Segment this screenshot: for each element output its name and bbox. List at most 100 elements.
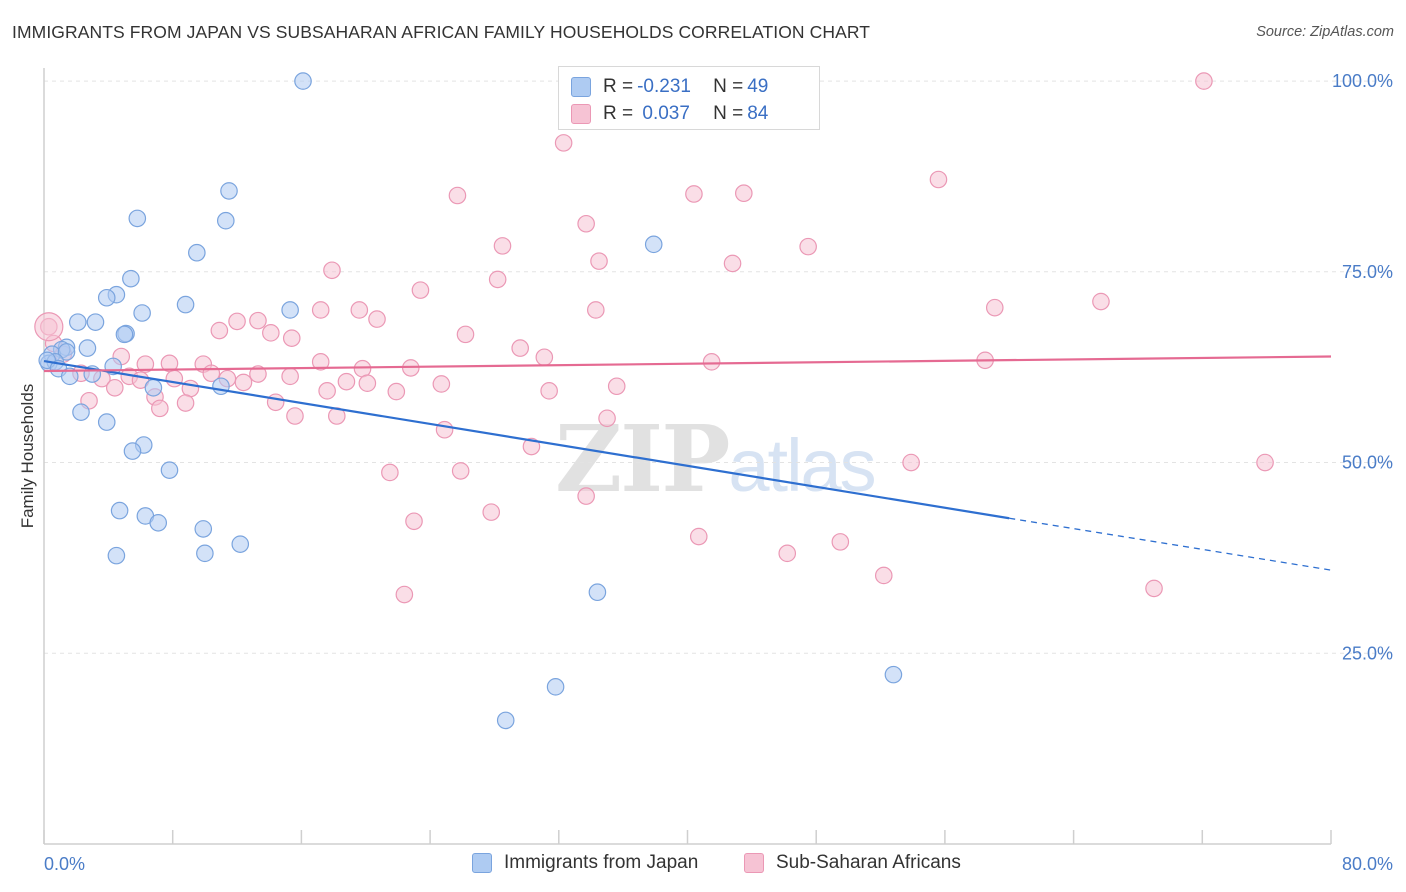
japan-point — [72, 403, 90, 421]
japan-point — [216, 211, 235, 230]
bottom-legend-swatch-blue — [472, 853, 492, 873]
legend-r-value: 0.037 — [637, 103, 690, 124]
japan-point — [194, 520, 213, 538]
subsaharan-point — [323, 261, 341, 280]
bottom-legend-swatch-pink — [744, 853, 764, 873]
japan-point — [115, 325, 134, 344]
y-tick-label: 75.0% — [1342, 262, 1393, 282]
y-tick-label: 25.0% — [1342, 643, 1393, 663]
subsaharan-point — [1256, 453, 1274, 472]
x-tick-label: 80.0% — [1342, 854, 1393, 874]
subsaharan-point — [535, 348, 554, 367]
subsaharan-point — [181, 379, 200, 398]
subsaharan-point — [577, 487, 595, 505]
subsaharan-point — [902, 453, 920, 472]
subsaharan-point — [607, 377, 626, 396]
axes — [43, 68, 1332, 845]
japan-point — [97, 288, 116, 307]
legend-row-subsaharan: R = 0.037 N = 84 — [571, 102, 768, 126]
subsaharan-point — [985, 298, 1004, 317]
subsaharan-point — [522, 437, 541, 456]
subsaharan-point — [337, 372, 356, 391]
japan-point — [546, 678, 565, 696]
subsaharan-point — [411, 281, 430, 299]
japan-point — [107, 546, 126, 565]
japan-point — [68, 313, 87, 331]
bottom-legend-japan: Immigrants from Japan — [472, 852, 698, 874]
subsaharan-point — [831, 533, 850, 551]
japan-point — [57, 343, 76, 361]
subsaharan-point — [799, 237, 817, 256]
trend-line-japan-dashed — [1009, 517, 1332, 571]
legend-r-label: R = — [603, 76, 634, 97]
subsaharan-point — [577, 214, 595, 233]
japan-point — [231, 535, 250, 553]
subsaharan-point — [1145, 579, 1163, 598]
subsaharan-point — [929, 170, 948, 189]
subsaharan-point — [249, 365, 267, 383]
japan-point — [212, 377, 230, 396]
subsaharan-point — [735, 184, 753, 203]
subsaharan-point — [554, 134, 573, 152]
subsaharan-point — [451, 462, 470, 480]
subsaharan-point — [165, 369, 184, 388]
japan-point — [110, 501, 129, 520]
subsaharan-point — [590, 252, 608, 270]
series-japan-points — [38, 72, 903, 730]
y-tick-label: 100.0% — [1332, 71, 1393, 91]
bottom-legend-subsaharan: Sub-Saharan Africans — [744, 852, 961, 874]
japan-point — [144, 378, 163, 397]
subsaharan-point — [266, 393, 285, 412]
subsaharan-point — [395, 585, 414, 604]
japan-point — [294, 72, 312, 90]
japan-point — [220, 182, 238, 200]
subsaharan-point — [689, 527, 708, 546]
legend-n-label: N = — [713, 103, 744, 124]
subsaharan-point — [1195, 72, 1213, 90]
subsaharan-point — [286, 407, 304, 425]
japan-point — [281, 301, 299, 319]
legend-row-japan: R = -0.231 N = 49 — [571, 75, 768, 99]
japan-point — [588, 583, 607, 602]
japan-point — [149, 514, 168, 532]
legend-n-label: N = — [713, 76, 744, 97]
subsaharan-point — [405, 512, 423, 531]
subsaharan-point — [435, 420, 454, 439]
japan-point — [123, 442, 142, 460]
source-label: Source: ZipAtlas.com — [1256, 24, 1394, 40]
legend-swatch-blue — [571, 77, 591, 97]
subsaharan-point — [228, 312, 246, 331]
subsaharan-point — [1092, 292, 1110, 311]
subsaharan-point — [311, 301, 330, 319]
trend-line-subsaharan — [43, 355, 1332, 373]
subsaharan-point — [587, 301, 605, 319]
trend-line-japan — [43, 359, 1010, 520]
legend-r-value: -0.231 — [637, 76, 691, 97]
trend-lines — [43, 355, 1332, 571]
subsaharan-point — [176, 394, 195, 412]
subsaharan-point — [511, 339, 529, 357]
japan-point — [97, 413, 116, 431]
subsaharan-point — [723, 254, 742, 273]
legend-n-value: 84 — [747, 103, 769, 124]
japan-point — [60, 367, 79, 386]
subsaharan-point — [685, 185, 703, 203]
x-tick-label: 0.0% — [44, 854, 85, 874]
bottom-legend-label-japan: Immigrants from Japan — [504, 852, 699, 873]
subsaharan-point — [381, 463, 399, 482]
subsaharan-point — [311, 353, 330, 371]
japan-point — [160, 461, 179, 479]
japan-point — [133, 304, 151, 322]
legend-n-value: 49 — [747, 76, 769, 97]
subsaharan-point — [358, 374, 377, 392]
y-axis-label: Family Households — [18, 384, 37, 529]
chart-title: IMMIGRANTS FROM JAPAN VS SUBSAHARAN AFRI… — [12, 22, 871, 42]
subsaharan-point — [482, 503, 501, 521]
subsaharan-point — [448, 186, 467, 205]
subsaharan-point — [702, 353, 721, 371]
japan-point — [188, 243, 206, 262]
legend-r-label: R = — [603, 103, 634, 124]
subsaharan-point — [456, 325, 475, 344]
bottom-legend-label-subsaharan: Sub-Saharan Africans — [776, 852, 961, 873]
